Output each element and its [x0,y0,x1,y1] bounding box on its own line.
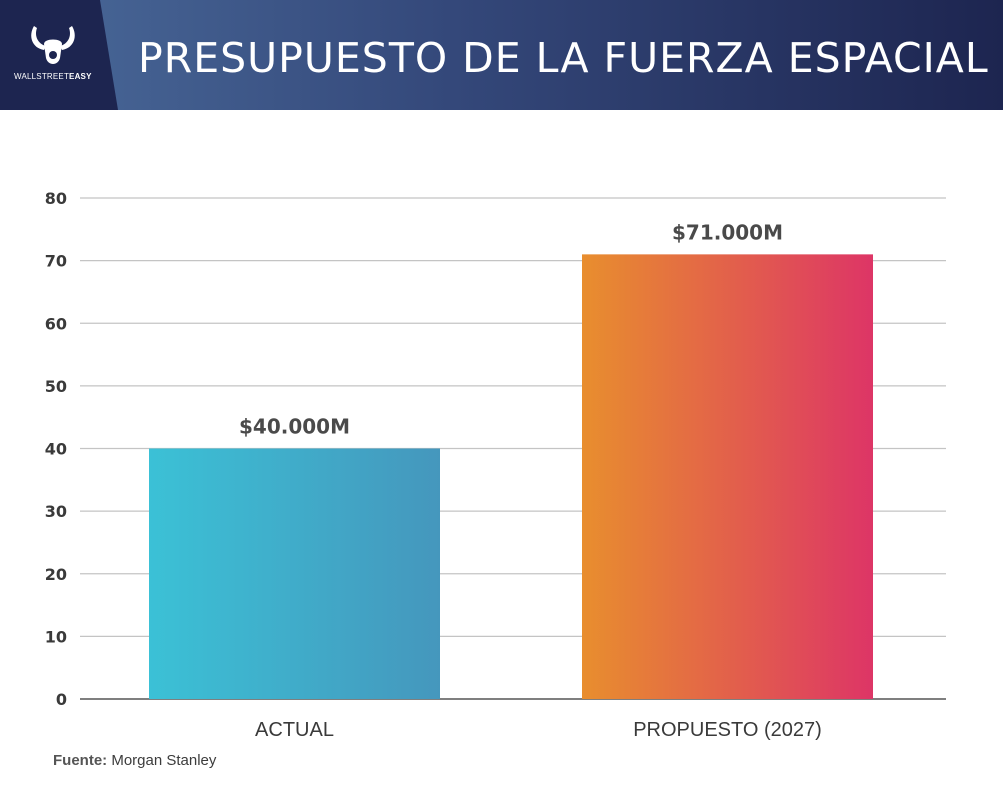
logo-text-bold: EASY [69,72,92,81]
bull-horns-icon [31,26,75,64]
bar-chart: 0 10 20 30 40 50 60 70 80 $40.000M ACTUAL $71.000M P… [45,189,946,741]
data-label: $40.000M [239,415,350,439]
logo-text-regular: WALLSTREET [14,72,70,81]
header-banner: WALLSTREETEASY PRESUPUESTO DE LA FUERZA … [0,0,1003,110]
source-value: Morgan Stanley [111,752,217,769]
page-title: PRESUPUESTO DE LA FUERZA ESPACIAL [138,34,989,82]
y-tick-label: 20 [45,565,67,584]
bar [582,254,873,700]
data-label: $71.000M [672,220,783,244]
logo[interactable]: WALLSTREETEASY [0,0,118,110]
y-tick-label: 60 [45,314,67,333]
source-label: Fuente: [53,752,108,769]
y-tick-label: 30 [45,502,67,521]
y-tick-label: 0 [56,690,67,709]
y-tick-label: 50 [45,377,67,396]
y-tick-label: 40 [45,440,67,459]
x-tick-label: ACTUAL [255,719,334,741]
y-tick-label: 70 [45,252,67,271]
source-note: Fuente: Morgan Stanley [53,752,216,769]
y-tick-label: 80 [45,189,67,208]
x-tick-label: PROPUESTO (2027) [633,719,822,741]
logo-text: WALLSTREETEASY [14,72,104,81]
bar [149,448,440,699]
y-tick-label: 10 [45,627,67,646]
